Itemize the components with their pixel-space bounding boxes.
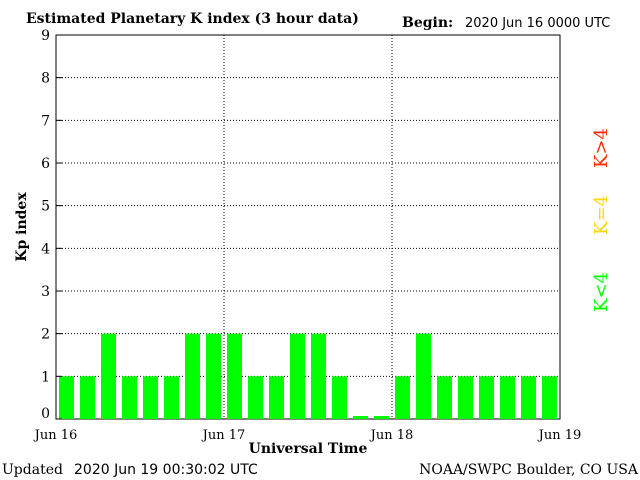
kp-bar bbox=[311, 333, 326, 419]
y-tick-label: 4 bbox=[41, 241, 50, 257]
kp-bar bbox=[227, 333, 242, 419]
kp-bar bbox=[143, 376, 158, 419]
x-tick-label: Jun 18 bbox=[369, 428, 414, 443]
kp-bar bbox=[521, 376, 536, 419]
y-tick-label: 6 bbox=[41, 156, 50, 172]
kp-bar bbox=[269, 376, 284, 419]
x-axis: Jun 16 Jun 17 Jun 18 Jun 19 bbox=[33, 428, 582, 443]
kp-bar bbox=[500, 376, 515, 419]
x-tick-label: Jun 16 bbox=[33, 428, 78, 443]
y-tick-label: 7 bbox=[41, 113, 50, 129]
kp-bar bbox=[80, 376, 95, 419]
updated-date: 2020 Jun 19 00:30:02 UTC bbox=[74, 462, 258, 478]
plot-frame bbox=[55, 34, 561, 420]
kp-bar bbox=[248, 376, 263, 419]
kp-bar bbox=[353, 416, 368, 419]
kp-bar bbox=[206, 333, 221, 419]
kp-bar bbox=[101, 333, 116, 419]
legend-k-above-4: K>4 bbox=[591, 128, 612, 168]
legend-k-equal-4: K=4 bbox=[591, 195, 612, 235]
begin-date: 2020 Jun 16 0000 UTC bbox=[465, 16, 610, 31]
x-tick-label: Jun 17 bbox=[201, 428, 246, 443]
y-tick-label: 1 bbox=[41, 369, 50, 385]
kp-bar bbox=[395, 376, 410, 419]
kp-bar bbox=[542, 376, 557, 419]
y-tick-label: 2 bbox=[41, 327, 50, 343]
kp-bar bbox=[185, 333, 200, 419]
y-tick-label: 5 bbox=[41, 199, 50, 215]
y-tick-label: 3 bbox=[41, 284, 50, 300]
x-axis-label: Universal Time bbox=[249, 441, 368, 457]
kp-bar bbox=[122, 376, 137, 419]
y-axis-label: Kp index bbox=[14, 192, 30, 262]
y-tick-label: 0 bbox=[41, 406, 50, 422]
kp-bar bbox=[458, 376, 473, 419]
y-tick-label: 9 bbox=[41, 28, 50, 44]
legend-k-below-4: K<4 bbox=[591, 272, 612, 312]
kp-bar bbox=[374, 416, 389, 419]
begin-label: Begin: bbox=[402, 15, 453, 31]
kp-bar bbox=[332, 376, 347, 419]
kp-bar bbox=[59, 376, 74, 419]
kp-bar bbox=[479, 376, 494, 419]
y-axis: 0 1 2 3 4 5 6 7 8 9 bbox=[41, 28, 62, 422]
kp-bar bbox=[416, 333, 431, 419]
updated-label: Updated bbox=[2, 462, 63, 478]
y-tick-label: 8 bbox=[41, 71, 50, 87]
kp-bar bbox=[164, 376, 179, 419]
kp-bar bbox=[290, 333, 305, 419]
source-credit: NOAA/SWPC Boulder, CO USA bbox=[419, 462, 639, 478]
grid-lines bbox=[56, 35, 560, 419]
bar-series bbox=[59, 333, 557, 419]
x-tick-label: Jun 19 bbox=[537, 428, 582, 443]
chart-title: Estimated Planetary K index (3 hour data… bbox=[26, 11, 359, 27]
kp-bar bbox=[437, 376, 452, 419]
